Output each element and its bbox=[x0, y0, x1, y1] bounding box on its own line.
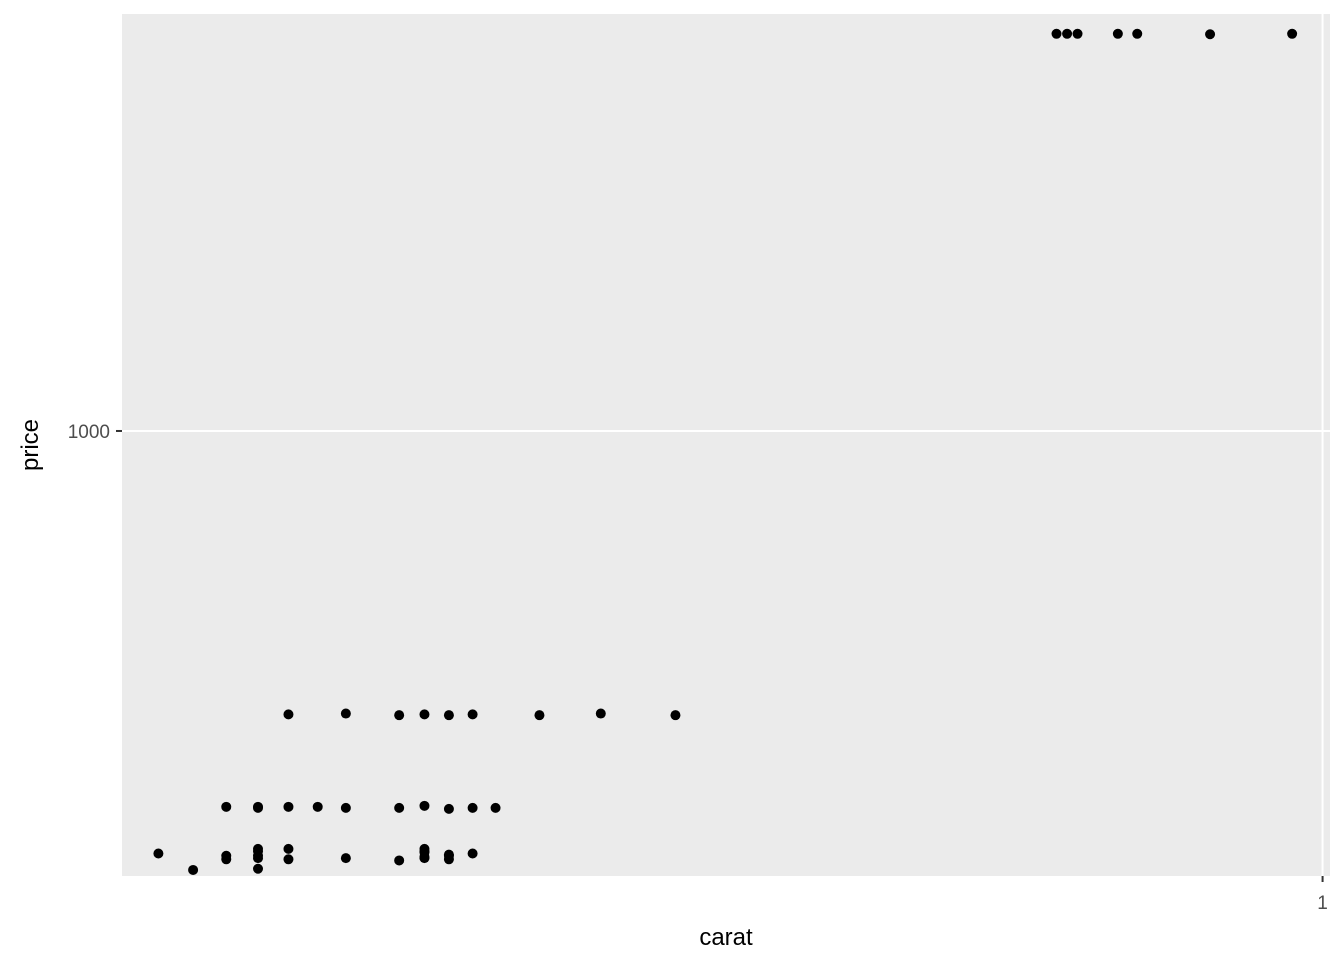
data-point bbox=[221, 854, 232, 865]
data-point bbox=[340, 853, 351, 864]
grid-lines bbox=[122, 14, 1330, 876]
data-point bbox=[534, 710, 545, 721]
data-points bbox=[153, 28, 1298, 875]
data-point bbox=[283, 709, 294, 720]
data-point bbox=[1287, 28, 1298, 39]
data-point bbox=[1132, 28, 1143, 39]
panel-background bbox=[122, 14, 1330, 876]
data-point bbox=[283, 854, 294, 865]
data-point bbox=[188, 864, 199, 875]
data-point bbox=[394, 802, 405, 813]
y-axis-title: price bbox=[17, 419, 44, 471]
data-point bbox=[340, 802, 351, 813]
data-point bbox=[443, 854, 454, 865]
axes: 1 1000 bbox=[68, 422, 1328, 914]
data-point bbox=[1072, 28, 1083, 39]
data-point bbox=[1112, 28, 1123, 39]
data-point bbox=[153, 848, 164, 859]
x-axis-title: carat bbox=[699, 924, 753, 951]
data-point bbox=[283, 801, 294, 812]
data-point bbox=[419, 800, 430, 811]
data-point bbox=[490, 802, 501, 813]
data-point bbox=[467, 848, 478, 859]
data-point bbox=[221, 801, 232, 812]
data-point bbox=[443, 803, 454, 814]
data-point bbox=[1062, 28, 1073, 39]
data-point bbox=[467, 709, 478, 720]
data-point bbox=[253, 802, 264, 813]
data-point bbox=[1205, 29, 1216, 40]
data-point bbox=[340, 708, 351, 719]
data-point bbox=[1051, 28, 1062, 39]
data-point bbox=[394, 855, 405, 866]
data-point bbox=[670, 710, 681, 721]
data-point bbox=[419, 709, 430, 720]
data-point bbox=[467, 802, 478, 813]
x-tick-label: 1 bbox=[1317, 893, 1328, 914]
data-point bbox=[419, 853, 430, 864]
data-point bbox=[283, 843, 294, 854]
data-point bbox=[595, 708, 606, 719]
data-point bbox=[253, 853, 264, 864]
data-point bbox=[312, 801, 323, 812]
data-point bbox=[394, 710, 405, 721]
y-tick-label: 1000 bbox=[68, 422, 110, 443]
data-point bbox=[253, 863, 264, 874]
data-point bbox=[443, 710, 454, 721]
